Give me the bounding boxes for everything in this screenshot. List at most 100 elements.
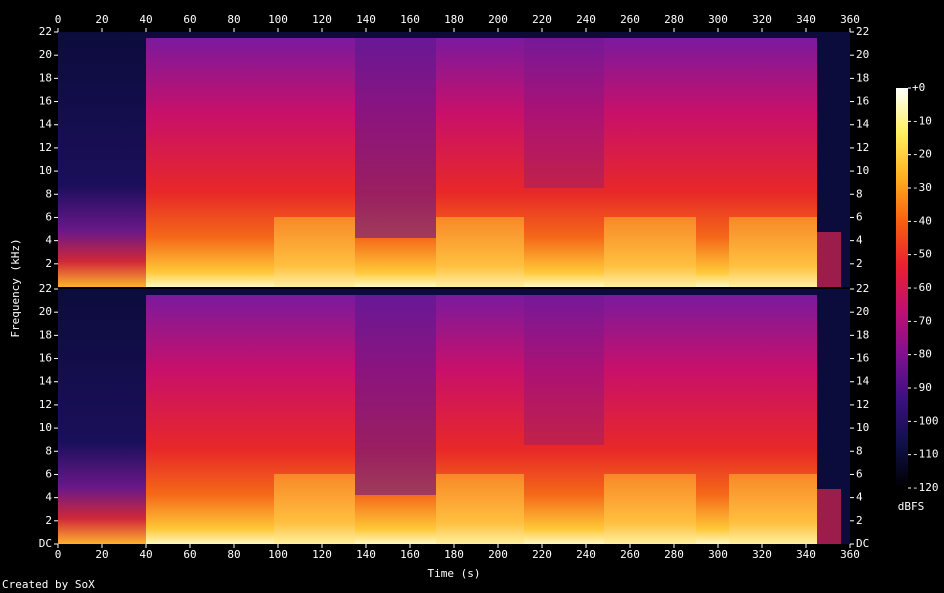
- footer: Created by SoX: [2, 578, 95, 591]
- y-tick-label: 18: [856, 71, 869, 84]
- x-tick-label: 240: [576, 548, 596, 561]
- x-tick-label: 140: [356, 13, 376, 26]
- y-tick-label: 16: [856, 95, 869, 108]
- colorbar-tick-label: -50: [912, 248, 932, 261]
- x-tick-label: 360: [840, 13, 860, 26]
- y-tick-label: 8: [45, 444, 52, 457]
- colorbar-tick-label: -60: [912, 281, 932, 294]
- x-tick-label: 40: [139, 548, 152, 561]
- colorbar: [896, 88, 908, 488]
- x-tick-label: 60: [183, 548, 196, 561]
- y-tick-label: 4: [45, 491, 52, 504]
- y-tick-label: 20: [856, 48, 869, 61]
- x-tick-label: 300: [708, 548, 728, 561]
- x-tick-label: 160: [400, 548, 420, 561]
- x-tick-label: 60: [183, 13, 196, 26]
- y-tick-label: 16: [39, 95, 52, 108]
- y-tick-label: DC: [39, 537, 52, 550]
- x-tick-label: 340: [796, 548, 816, 561]
- x-tick-label: 80: [227, 13, 240, 26]
- colorbar-label: dBFS: [898, 500, 925, 513]
- x-tick-label: 100: [268, 13, 288, 26]
- x-tick-label: 180: [444, 13, 464, 26]
- colorbar-tick-label: -70: [912, 314, 932, 327]
- x-tick-label: 260: [620, 548, 640, 561]
- colorbar-tick-label: -10: [912, 114, 932, 127]
- x-tick-label: 320: [752, 548, 772, 561]
- colorbar-tick-label: -20: [912, 148, 932, 161]
- x-tick-label: 0: [55, 13, 62, 26]
- x-tick-label: 120: [312, 13, 332, 26]
- x-tick-label: 100: [268, 548, 288, 561]
- y-tick-label: 8: [856, 187, 863, 200]
- y-tick-label: 18: [39, 328, 52, 341]
- x-tick-label: 360: [840, 548, 860, 561]
- y-axis-label: Frequency (kHz): [9, 238, 22, 337]
- y-tick-label: 10: [39, 421, 52, 434]
- colorbar-tick-label: +0: [912, 81, 925, 94]
- x-tick-label: 120: [312, 548, 332, 561]
- y-tick-label: 14: [856, 118, 870, 131]
- y-tick-label: 6: [856, 210, 863, 223]
- y-tick-label: 22: [856, 25, 869, 38]
- y-tick-label: 14: [39, 118, 53, 131]
- y-tick-label: 22: [39, 282, 52, 295]
- x-tick-label: 300: [708, 13, 728, 26]
- colorbar-tick-label: -120: [912, 481, 939, 494]
- colorbar-tick-label: -110: [912, 448, 939, 461]
- colorbar-tick-label: -30: [912, 181, 932, 194]
- x-tick-label: 180: [444, 548, 464, 561]
- colorbar-tick-label: -100: [912, 414, 939, 427]
- y-tick-label: 20: [39, 305, 52, 318]
- x-tick-label: 320: [752, 13, 772, 26]
- y-tick-label: 22: [856, 282, 869, 295]
- y-tick-label: 10: [39, 164, 52, 177]
- y-tick-label: 8: [856, 444, 863, 457]
- x-tick-label: 200: [488, 13, 508, 26]
- y-tick-label: 12: [39, 398, 52, 411]
- y-tick-label: 16: [856, 352, 869, 365]
- x-tick-label: 200: [488, 548, 508, 561]
- x-tick-label: 40: [139, 13, 152, 26]
- y-tick-label: 2: [45, 257, 52, 270]
- y-tick-label: 16: [39, 352, 52, 365]
- y-tick-label: 12: [856, 141, 869, 154]
- y-tick-label: 12: [856, 398, 869, 411]
- y-tick-label: 6: [45, 210, 52, 223]
- y-tick-label: DC: [856, 537, 869, 550]
- y-tick-label: 6: [856, 467, 863, 480]
- x-tick-label: 280: [664, 548, 684, 561]
- x-tick-label: 80: [227, 548, 240, 561]
- y-tick-label: 14: [856, 375, 870, 388]
- spectrogram-channel: [58, 289, 850, 544]
- y-tick-label: 18: [856, 328, 869, 341]
- spectrogram-channel: [58, 32, 850, 287]
- y-tick-label: 2: [856, 257, 863, 270]
- x-tick-label: 340: [796, 13, 816, 26]
- y-tick-label: 4: [856, 491, 863, 504]
- colorbar-tick-label: -90: [912, 381, 932, 394]
- y-tick-label: 6: [45, 467, 52, 480]
- x-tick-label: 160: [400, 13, 420, 26]
- x-tick-label: 240: [576, 13, 596, 26]
- y-tick-label: 4: [856, 234, 863, 247]
- x-tick-label: 0: [55, 548, 62, 561]
- y-tick-label: 20: [856, 305, 869, 318]
- x-tick-label: 140: [356, 548, 376, 561]
- y-tick-label: 2: [45, 514, 52, 527]
- x-tick-label: 220: [532, 13, 552, 26]
- x-axis-label: Time (s): [428, 567, 481, 580]
- y-tick-label: 12: [39, 141, 52, 154]
- colorbar-tick-label: -40: [912, 214, 932, 227]
- x-tick-label: 260: [620, 13, 640, 26]
- colorbar-tick-label: -80: [912, 348, 932, 361]
- x-tick-label: 20: [95, 548, 108, 561]
- y-tick-label: 10: [856, 164, 869, 177]
- y-tick-label: 14: [39, 375, 53, 388]
- x-tick-label: 20: [95, 13, 108, 26]
- y-tick-label: 4: [45, 234, 52, 247]
- y-tick-label: 20: [39, 48, 52, 61]
- y-tick-label: 2: [856, 514, 863, 527]
